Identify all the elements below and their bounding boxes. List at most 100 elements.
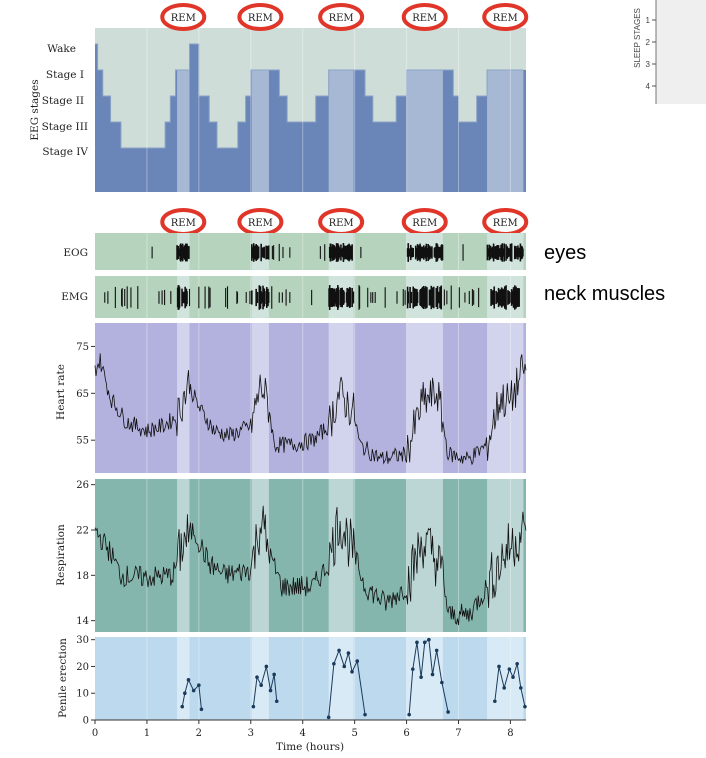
respiration-line <box>94 505 527 626</box>
respiration-background <box>95 479 526 632</box>
respiration-panel: 14 18 22 26 Respiration <box>55 479 527 632</box>
rem-label: REM <box>493 13 518 24</box>
emg-gridlines <box>146 276 511 318</box>
erection-point <box>332 661 336 666</box>
erection-line <box>408 638 449 715</box>
respiration-ticks: 14 18 22 26 <box>76 480 95 627</box>
eog-panel: EOG eyes <box>63 233 586 270</box>
penile-axis-label: Penile erection <box>57 638 69 718</box>
erection-point <box>515 661 519 666</box>
erection-point <box>272 672 276 677</box>
time-axis-ticks: 0 1 2 3 4 5 6 7 8 <box>92 720 514 739</box>
erection-point <box>523 704 527 709</box>
emg-raster <box>104 285 520 310</box>
emg-label: EMG <box>61 291 88 303</box>
erection-point <box>407 712 411 717</box>
x-tick-label: 1 <box>144 728 150 739</box>
erection-point <box>497 664 501 669</box>
rem-band <box>328 323 354 473</box>
penile-background <box>95 637 526 720</box>
erection-point <box>183 691 187 696</box>
erection-point <box>350 670 354 674</box>
rem-label: REM <box>171 13 196 24</box>
eog-raster <box>151 243 524 262</box>
y-tick-label: 75 <box>76 342 89 353</box>
emg-background <box>95 276 526 318</box>
stage-label-stage-4: Stage IV <box>42 146 88 158</box>
erection-point <box>346 651 351 655</box>
rem-label: REM <box>412 218 437 229</box>
rem-band <box>487 323 524 473</box>
rem-markers-top: REM REM REM REM REM <box>160 3 529 31</box>
heart-rate-gridlines <box>146 323 511 473</box>
erection-point <box>264 664 269 669</box>
rem-label: REM <box>171 218 196 229</box>
erection-point <box>422 640 427 645</box>
y-tick-label: 26 <box>76 480 89 491</box>
eeg-gridlines <box>146 28 511 192</box>
erection-point <box>251 704 256 709</box>
rem-ring <box>160 3 207 31</box>
rem-band <box>251 323 269 473</box>
penile-erection-panel: 0 10 20 30 0 1 2 3 4 5 6 7 8 Penile erection Time (… <box>57 635 527 753</box>
y-tick-label: 20 <box>76 662 89 673</box>
rem-label: REM <box>329 218 354 229</box>
x-tick-label: 7 <box>455 728 461 739</box>
x-axis-label: Time (hours) <box>276 741 344 753</box>
erection-point <box>519 686 523 690</box>
erection-point <box>255 675 259 679</box>
erection-point <box>337 648 341 653</box>
rem-label: REM <box>412 13 437 24</box>
eeg-panel: Wake Stage I Stage II Stage III Stage IV… <box>29 28 526 192</box>
eyes-annotation: eyes <box>544 242 586 264</box>
penile-ticks: 0 10 20 30 <box>76 635 95 727</box>
erection-point <box>268 688 273 693</box>
rem-band <box>487 637 524 720</box>
heart-rate-panel: 55 65 75 Heart rate <box>55 323 527 473</box>
x-tick-label: 4 <box>300 728 306 739</box>
y-tick-label: 0 <box>83 716 89 727</box>
rem-band <box>406 479 443 632</box>
x-tick-label: 8 <box>507 728 513 739</box>
erection-point <box>434 648 439 653</box>
erection-line <box>494 663 526 707</box>
inset-sleep-stages: 1 2 3 4 SLEEP STAGES <box>633 0 706 104</box>
rem-band <box>328 479 354 632</box>
erection-point <box>191 688 196 693</box>
erection-point <box>440 680 444 685</box>
stage-label-stage-2: Stage II <box>42 95 84 107</box>
stage-label-stage-1: Stage I <box>46 69 84 81</box>
inset-axis-label: SLEEP STAGES <box>633 8 642 68</box>
erection-point <box>430 672 435 677</box>
rem-ring <box>237 3 284 31</box>
rem-ring <box>482 3 529 31</box>
erection-point <box>415 640 419 645</box>
respiration-rem-bands <box>177 479 524 632</box>
penile-series <box>180 637 527 720</box>
erection-point <box>507 667 512 671</box>
erection-point <box>342 664 347 669</box>
eog-background <box>95 233 526 270</box>
eog-label: EOG <box>63 247 88 259</box>
erection-point <box>446 710 450 714</box>
erection-point <box>186 678 191 682</box>
respiration-axis-label: Respiration <box>55 524 67 586</box>
y-tick-label: 55 <box>76 436 89 447</box>
x-tick-label: 3 <box>248 728 254 739</box>
rem-ring <box>318 3 365 31</box>
inset-ticks: 1 2 3 4 <box>646 16 656 91</box>
erection-point <box>511 675 515 679</box>
erection-point <box>326 715 331 720</box>
erection-point <box>180 704 185 709</box>
rem-label: REM <box>493 218 518 229</box>
rem-label: REM <box>248 13 273 24</box>
neck-muscles-annotation: neck muscles <box>544 283 665 305</box>
heart-rate-ticks: 55 65 75 <box>76 342 95 447</box>
x-tick-label: 0 <box>92 728 98 739</box>
rem-markers-middle: REM REM REM REM REM <box>160 208 529 236</box>
y-tick-label: 22 <box>76 526 89 537</box>
y-tick-label: 65 <box>76 389 89 400</box>
hypnogram-line <box>95 43 524 149</box>
erection-point <box>502 686 506 690</box>
x-tick-label: 2 <box>196 728 202 739</box>
